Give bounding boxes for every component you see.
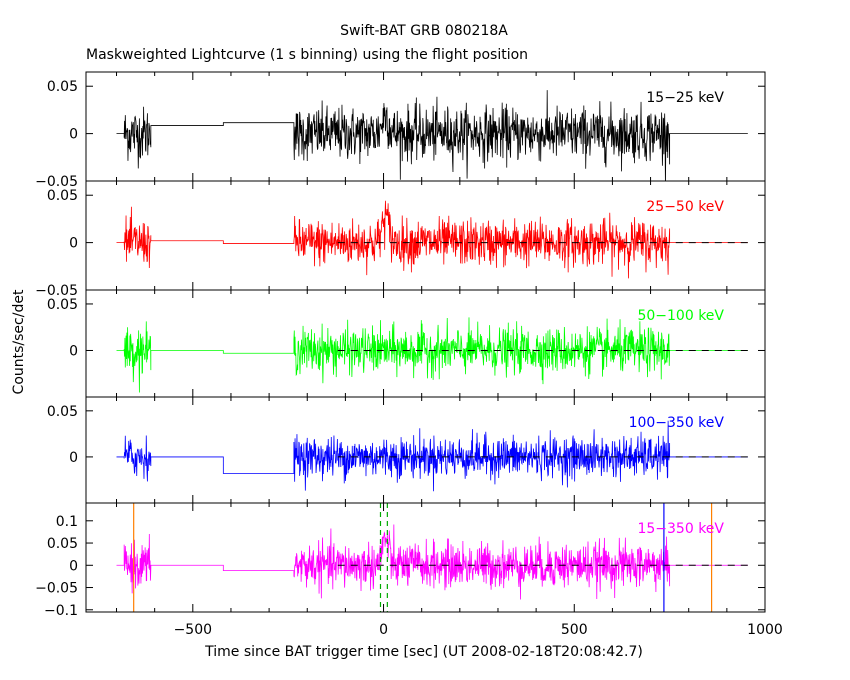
- y-tick-label: 0.05: [47, 536, 78, 552]
- panel-4: 0.1 0.05 0 −0.05 −0.1 15−350 keV: [35, 502, 766, 619]
- panel-frame: [85, 502, 766, 613]
- y-tick-label: 0: [69, 343, 78, 359]
- panel-0: 0.05 0 −0.05 15−25 keV: [35, 71, 766, 190]
- band-label: 100−350 keV: [629, 415, 725, 431]
- y-tick-label: −0.05: [35, 174, 78, 190]
- chart-subtitle: Maskweighted Lightcurve (1 s binning) us…: [86, 47, 528, 63]
- band-label: 15−25 keV: [646, 90, 724, 106]
- x-tick-label: 0: [379, 622, 388, 638]
- series-line: [116, 90, 748, 181]
- panel-3: 0.05 0 100−350 keV: [47, 396, 766, 504]
- series-line: [116, 317, 748, 393]
- panel-plot-area: [116, 503, 748, 612]
- x-axis-label: Time since BAT trigger time [sec] (UT 20…: [204, 644, 643, 660]
- panel-plot-area: [116, 200, 748, 279]
- y-tick-label: 0.1: [56, 514, 78, 530]
- band-label: 15−350 keV: [637, 521, 724, 537]
- y-tick-label: 0: [69, 127, 78, 143]
- x-tick-label: −500: [174, 622, 212, 638]
- y-tick-label: −0.05: [35, 283, 78, 299]
- panel-2: 0.05 0 50−100 keV: [47, 289, 766, 398]
- y-tick-label: 0: [69, 450, 78, 466]
- y-tick-label: −0.05: [35, 581, 78, 597]
- band-label: 25−50 keV: [646, 199, 724, 215]
- y-tick-label: 0: [69, 558, 78, 574]
- y-axis-label: Counts/sec/det: [11, 289, 27, 394]
- x-tick-label: 1000: [747, 622, 783, 638]
- y-tick-label: 0.05: [47, 79, 78, 95]
- band-label: 50−100 keV: [637, 308, 724, 324]
- y-tick-label: 0.05: [47, 404, 78, 420]
- chart-title: Swift-BAT GRB 080218A: [340, 23, 508, 39]
- panel-plot-area: [116, 317, 748, 393]
- series-line: [116, 524, 748, 600]
- panel-plot-area: [116, 420, 748, 492]
- series-line: [116, 420, 748, 492]
- y-tick-label: −0.1: [44, 603, 78, 619]
- panel-1: 0.05 0 −0.05 25−50 keV: [35, 180, 766, 299]
- x-tick-label: 500: [561, 622, 588, 638]
- y-tick-label: 0.05: [47, 297, 78, 313]
- y-tick-label: 0: [69, 236, 78, 252]
- panel-plot-area: [116, 90, 748, 181]
- series-line: [116, 200, 748, 279]
- y-tick-label: 0.05: [47, 188, 78, 204]
